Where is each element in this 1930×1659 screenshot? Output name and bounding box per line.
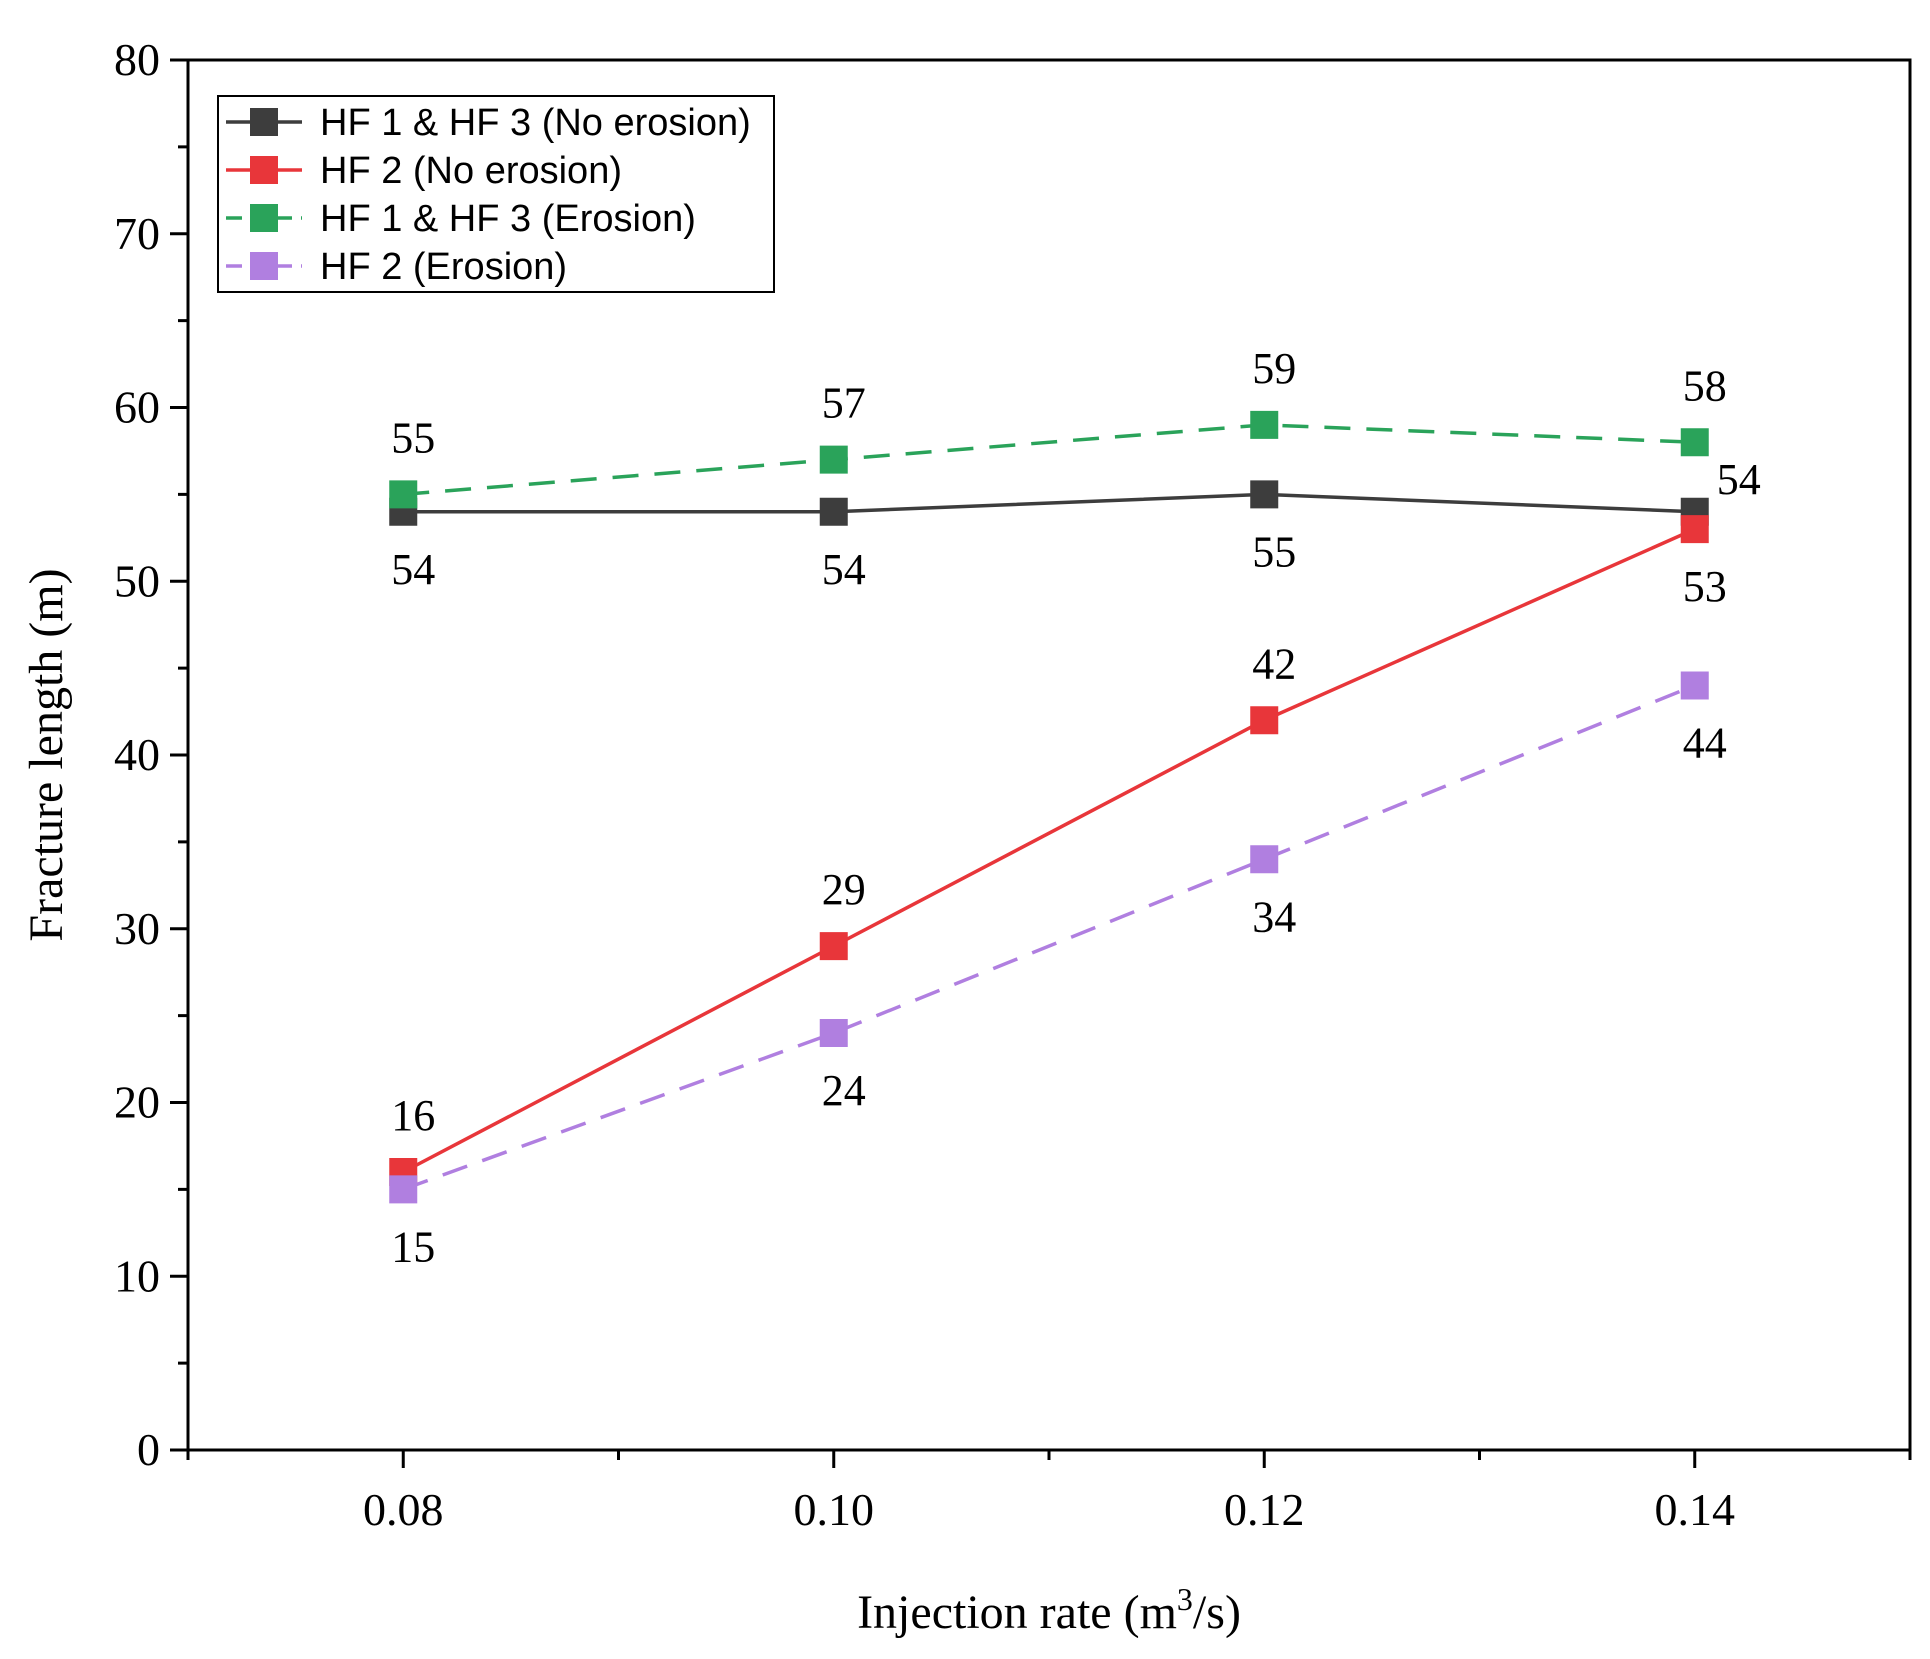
y-tick-label: 50	[114, 555, 160, 606]
x-axis-title: Injection rate (m3/s)	[857, 1581, 1241, 1639]
x-tick-label: 0.08	[363, 1484, 444, 1535]
y-tick-label: 70	[114, 208, 160, 259]
axes: 0 10 20 30 40 50 60 70 80 0.08 0.10 0.12 0.14 Injecti…	[20, 34, 1912, 1639]
x-tick-label: 0.12	[1224, 1484, 1305, 1535]
data-label: 16	[391, 1091, 435, 1140]
legend: HF 1 & HF 3 (No erosion) HF 2 (No erosion…	[217, 95, 775, 293]
series-marker	[389, 480, 418, 509]
series-marker	[819, 932, 848, 961]
data-label: 15	[391, 1222, 435, 1271]
legend-label: HF 2 (No erosion)	[320, 150, 622, 192]
series-marker	[1680, 515, 1709, 544]
y-tick-label: 30	[114, 903, 160, 954]
data-label: 55	[391, 413, 435, 462]
series-line	[402, 527, 1696, 1174]
data-label: 34	[1252, 892, 1296, 941]
legend-label: HF 1 & HF 3 (Erosion)	[320, 198, 696, 240]
y-tick-label: 20	[114, 1077, 160, 1128]
series-marker	[1250, 410, 1279, 439]
data-labels: 54 54 55 54 16 29 42 53 55 57 59 58 15 24 34 44	[391, 344, 1761, 1272]
legend-box	[217, 95, 775, 293]
series-line	[403, 423, 1695, 497]
y-tick-label: 80	[114, 34, 160, 85]
y-tick-label: 10	[114, 1250, 160, 1301]
data-label: 57	[822, 379, 866, 428]
legend-swatch-marker	[250, 108, 278, 136]
legend-swatch-marker	[250, 156, 278, 184]
data-label: 53	[1683, 562, 1727, 611]
data-label: 54	[822, 545, 866, 594]
series-marker	[819, 497, 848, 526]
legend-swatch-marker	[250, 204, 278, 232]
y-tick-label: 0	[137, 1424, 160, 1475]
series-marker	[389, 1175, 418, 1204]
data-label: 55	[1252, 527, 1296, 576]
legend-label: HF 1 & HF 3 (No erosion)	[320, 102, 751, 144]
legend-label: HF 2 (Erosion)	[320, 246, 567, 288]
series-marker	[1680, 671, 1709, 700]
series-marker	[1250, 480, 1279, 509]
data-label: 54	[1717, 455, 1761, 504]
series-marker	[819, 1019, 848, 1047]
series-line	[402, 683, 1696, 1192]
x-tick-label: 0.14	[1655, 1484, 1736, 1535]
data-label: 58	[1683, 361, 1727, 410]
y-tick-label: 40	[114, 729, 160, 780]
y-axis-title: Fracture length (m)	[20, 568, 73, 941]
series-marker	[1680, 428, 1709, 457]
x-tick-label: 0.10	[794, 1484, 875, 1535]
data-label: 44	[1683, 719, 1727, 768]
series-group	[389, 410, 1709, 1204]
series-line	[403, 492, 1695, 514]
data-label: 29	[822, 865, 866, 914]
data-label: 59	[1252, 344, 1296, 393]
series-marker	[819, 445, 848, 474]
series-marker	[1250, 845, 1279, 874]
legend-swatch-marker	[250, 252, 278, 280]
data-label: 54	[391, 545, 435, 594]
data-label: 42	[1252, 639, 1296, 688]
y-tick-label: 60	[114, 382, 160, 433]
data-label: 24	[822, 1066, 866, 1115]
series-marker	[1250, 706, 1279, 735]
